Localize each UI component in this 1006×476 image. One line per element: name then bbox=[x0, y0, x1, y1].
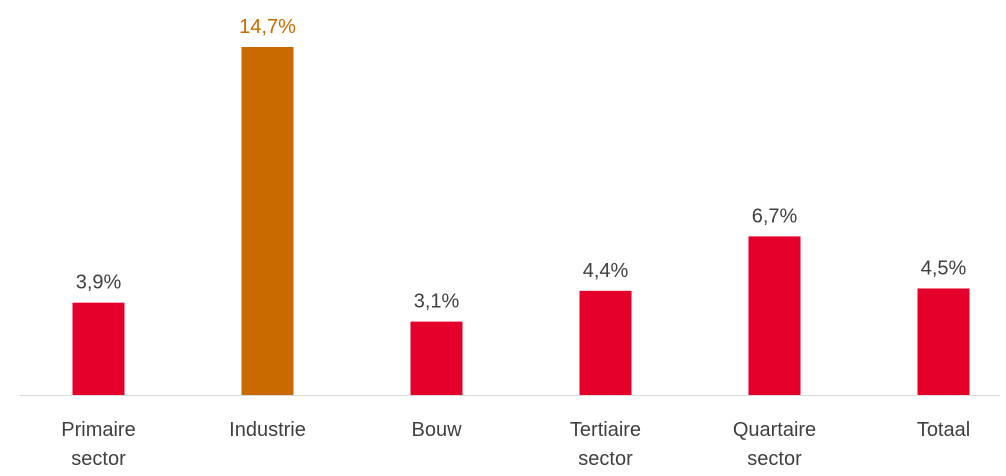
data-label: 3,9% bbox=[76, 272, 122, 294]
x-tick-label: Bouw bbox=[411, 419, 462, 441]
x-tick-label: Industrie bbox=[229, 419, 306, 441]
x-tick-label: Tertiaire sector bbox=[569, 419, 642, 470]
x-tick-label: Primaire sector bbox=[61, 419, 136, 470]
data-label: 4,5% bbox=[921, 257, 967, 279]
bar bbox=[72, 302, 125, 395]
data-label: 6,7% bbox=[752, 205, 798, 227]
bar bbox=[410, 321, 463, 395]
data-label: 3,1% bbox=[414, 291, 460, 313]
x-tick-label: Totaal bbox=[916, 419, 971, 441]
x-tick-label: Quartaire sector bbox=[732, 419, 817, 470]
bar bbox=[917, 288, 970, 395]
data-label: 14,7% bbox=[239, 16, 296, 38]
bar bbox=[579, 290, 632, 395]
bar bbox=[748, 236, 801, 395]
bar bbox=[241, 47, 294, 395]
data-label: 4,4% bbox=[583, 260, 629, 282]
